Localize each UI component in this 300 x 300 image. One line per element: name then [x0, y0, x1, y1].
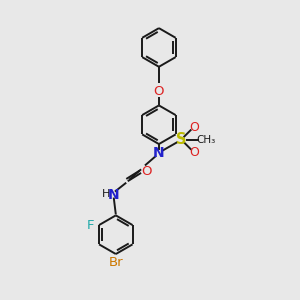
- Text: Br: Br: [109, 256, 123, 269]
- Text: S: S: [176, 132, 187, 147]
- Text: O: O: [189, 121, 199, 134]
- Text: O: O: [141, 165, 152, 178]
- Text: N: N: [153, 146, 165, 160]
- Text: O: O: [189, 146, 199, 159]
- Text: O: O: [154, 85, 164, 98]
- Text: N: N: [108, 188, 120, 202]
- Text: F: F: [87, 218, 94, 232]
- Text: CH₃: CH₃: [196, 135, 215, 145]
- Text: H: H: [101, 189, 110, 199]
